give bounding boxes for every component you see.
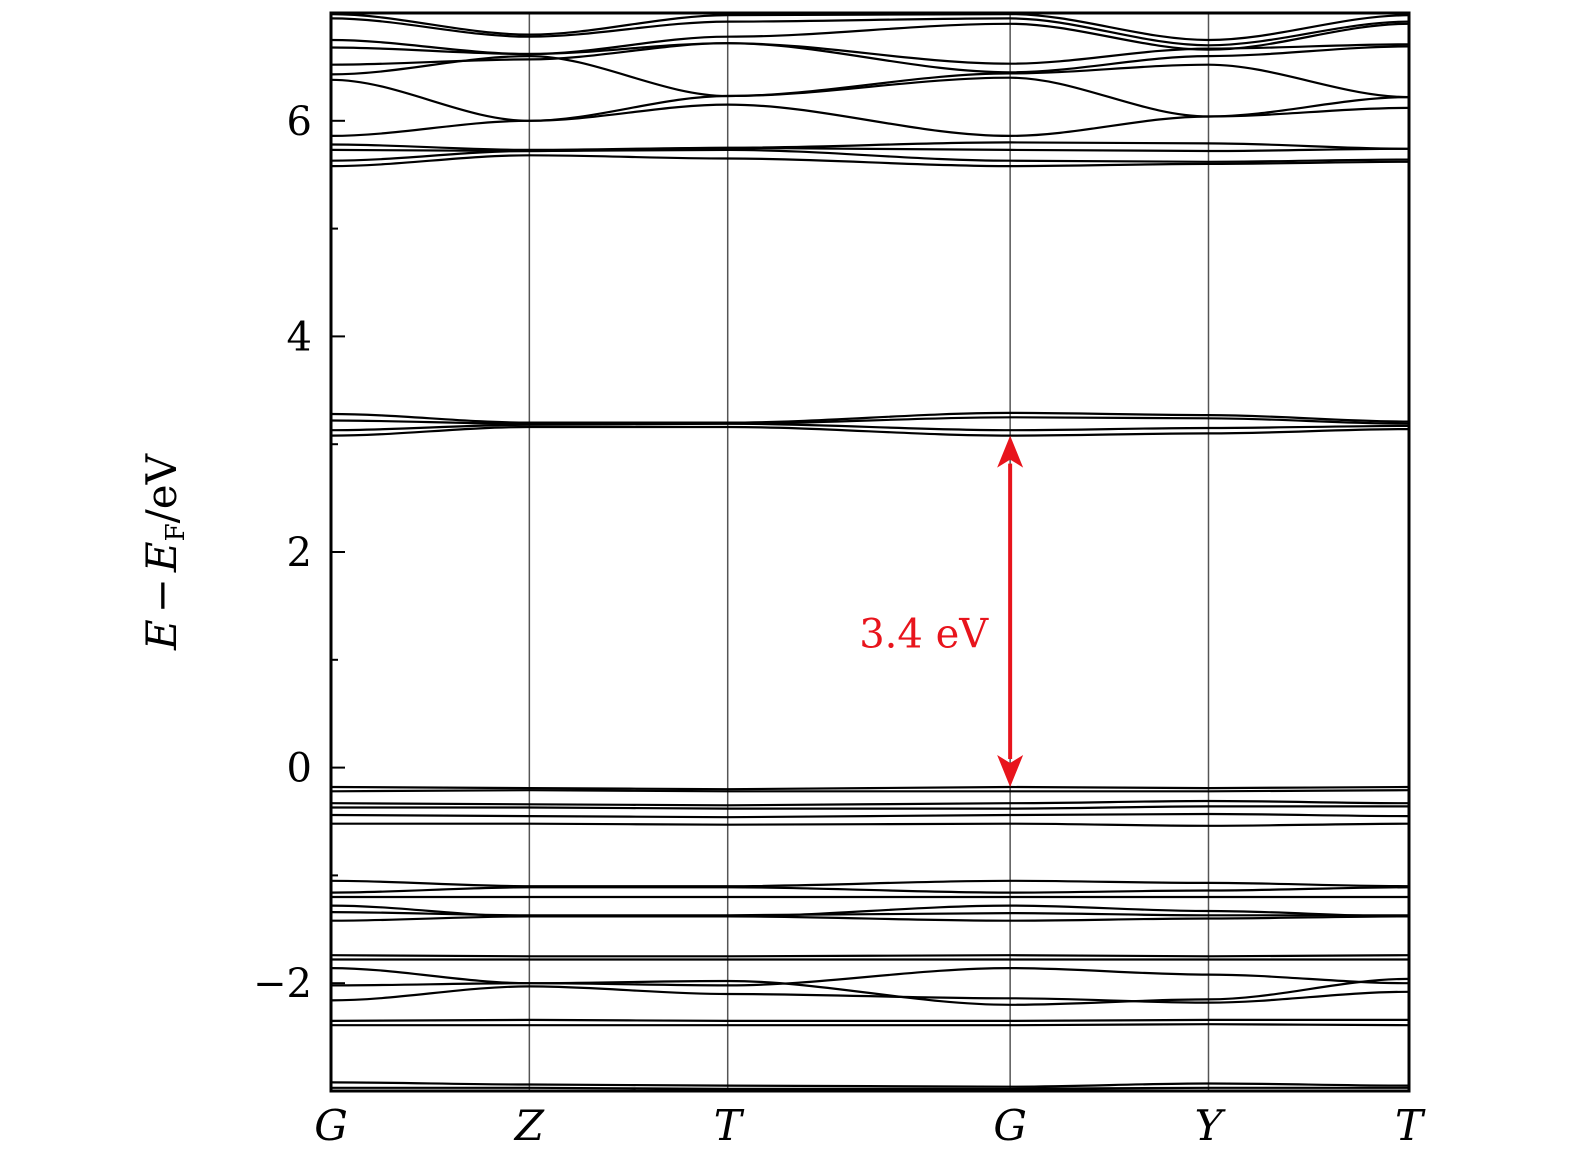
band-line-23 [331,422,1409,432]
y-tick-label: 0 [287,746,312,792]
band-line-24 [331,416,1409,425]
band-line-33 [331,42,1409,74]
band-line-26 [331,154,1409,168]
high-symmetry-lines [528,13,1210,1091]
band-lines [331,13,1409,1090]
band-line-28 [331,146,1409,153]
band-line-32 [331,54,1409,99]
kpoint-label-g: G [314,1101,348,1150]
y-tick-label: 4 [287,314,312,360]
y-tick-label: −2 [253,961,312,1007]
band-line-8 [331,954,1409,958]
kpoint-label-t: T [1395,1101,1426,1150]
band-line-22 [331,425,1409,437]
kpoint-label-y: Y [1195,1101,1227,1150]
band-line-16 [331,785,1409,791]
band-line-35 [331,22,1409,56]
band-line-1 [331,1081,1409,1088]
gap-label: 3.4 eV [859,611,989,657]
band-line-11 [331,915,1409,922]
y-tick-label: 2 [287,530,312,576]
band-line-31 [331,76,1409,122]
band-line-29 [331,141,1409,152]
band-line-17 [331,789,1409,793]
y-axis-ticks: −2 0 2 4 6 [253,12,345,1092]
band-gap-annotation: 3.4 eV [859,435,1024,788]
band-line-14 [331,886,1409,894]
band-line-18 [331,799,1409,807]
y-axis-title: E−EF/eV [137,453,191,651]
band-line-6 [331,985,1409,1004]
band-line-12 [331,911,1409,917]
gap-arrow-head-top [997,435,1024,468]
band-line-20 [331,812,1409,819]
band-line-30 [331,103,1409,138]
band-line-13 [331,879,1409,888]
gap-arrow-head-bottom [997,755,1024,788]
band-line-3 [331,1018,1409,1023]
band-line-7 [331,977,1409,1006]
plot-frame [329,11,1411,1093]
kpoint-label-g: G [993,1101,1027,1150]
band-line-4 [331,1023,1409,1027]
kpoint-label-z: Z [513,1101,545,1150]
band-line-21 [331,822,1409,827]
band-line-36 [331,17,1409,47]
band-line-2 [331,1086,1409,1090]
band-line-25 [331,411,1409,424]
band-line-19 [331,805,1409,810]
band-line-37 [331,13,1409,42]
kpoint-label-t: T [714,1101,745,1150]
y-tick-label: 6 [287,99,312,145]
